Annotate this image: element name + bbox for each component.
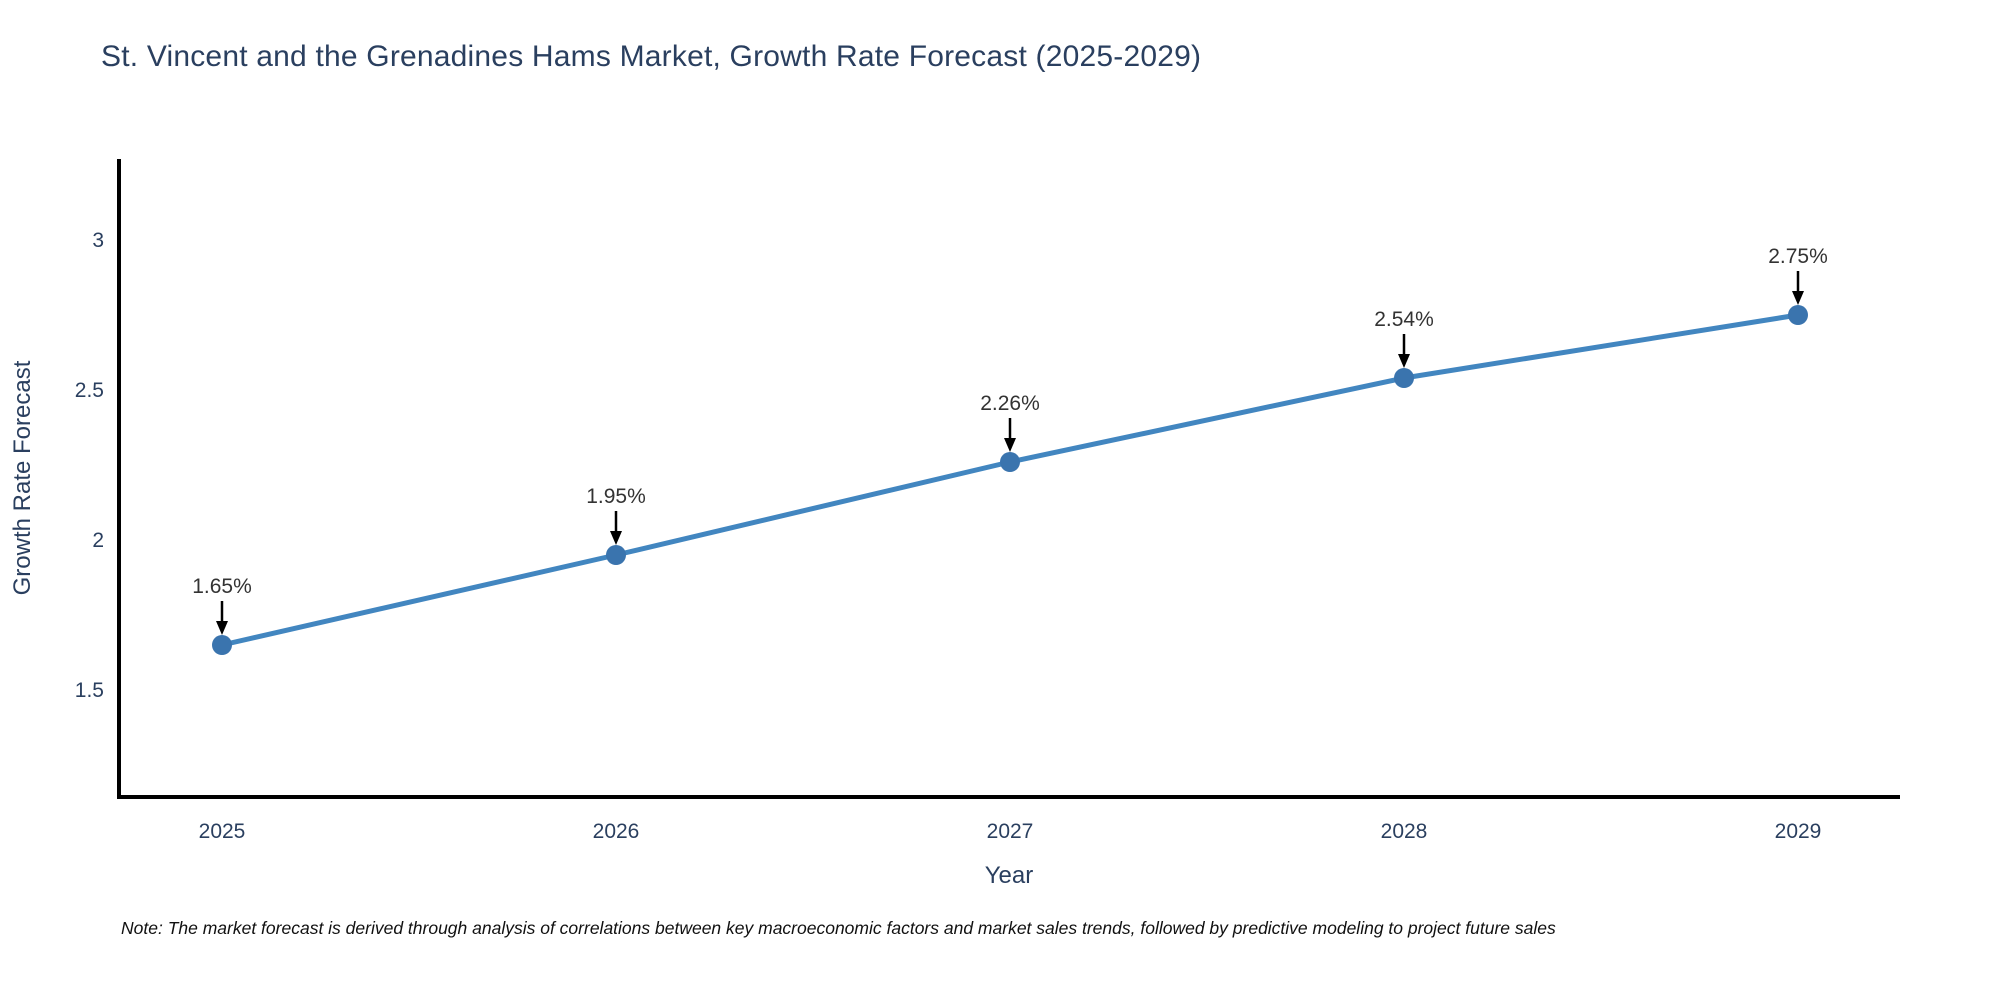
chart-title: St. Vincent and the Grenadines Hams Mark… <box>101 40 1202 73</box>
annotation-arrowhead <box>1004 438 1016 452</box>
y-tick-label: 2 <box>92 529 104 552</box>
x-tick-label: 2029 <box>1775 820 1822 843</box>
data-point-marker <box>212 635 232 655</box>
x-tick-label: 2028 <box>1381 820 1428 843</box>
x-tick-label: 2027 <box>987 820 1034 843</box>
annotation-label: 1.95% <box>586 485 646 508</box>
annotation-arrowhead <box>1792 291 1804 305</box>
annotation-arrowhead <box>1398 354 1410 368</box>
x-axis-title: Year <box>985 862 1034 889</box>
chart-note: Note: The market forecast is derived thr… <box>121 918 1556 938</box>
annotation-arrowhead <box>216 621 228 635</box>
x-tick-label: 2025 <box>199 820 246 843</box>
y-tick-label: 3 <box>92 229 104 252</box>
annotation-label: 1.65% <box>192 575 252 598</box>
forecast-line <box>219 312 1801 648</box>
y-tick-label: 1.5 <box>75 679 104 702</box>
annotation-label: 2.75% <box>1768 245 1828 268</box>
data-point-marker <box>606 545 626 565</box>
annotation-label: 2.26% <box>980 392 1040 415</box>
annotation-label: 2.54% <box>1374 308 1434 331</box>
data-point-marker <box>1000 452 1020 472</box>
y-axis-title: Growth Rate Forecast <box>9 360 36 595</box>
x-tick-label: 2026 <box>593 820 640 843</box>
data-point-marker <box>1394 368 1414 388</box>
annotation-arrowhead <box>610 531 622 545</box>
y-tick-label: 2.5 <box>75 379 104 402</box>
data-point-marker <box>1788 305 1808 325</box>
